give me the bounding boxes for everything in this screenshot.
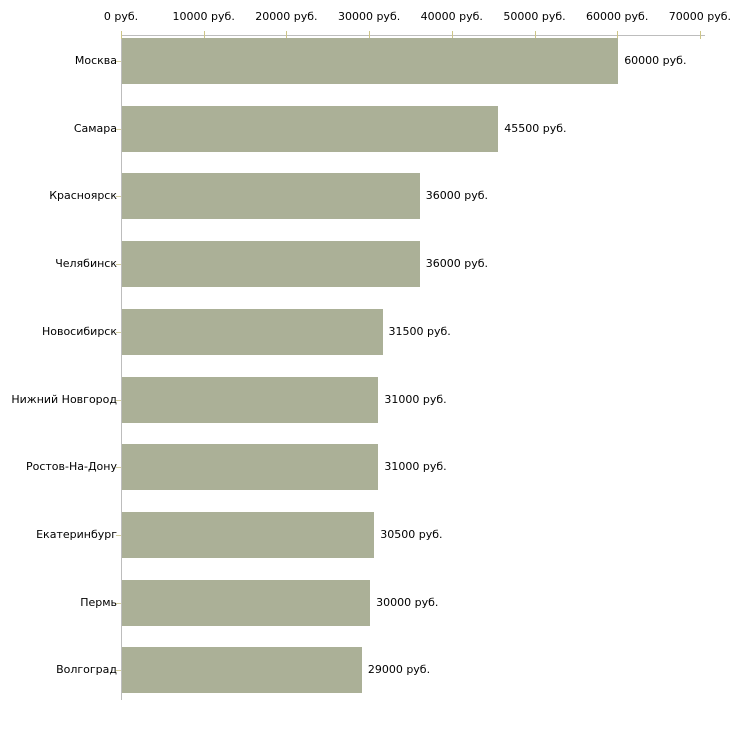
value-label: 31000 руб.	[384, 460, 447, 474]
category-label: Пермь	[80, 595, 117, 609]
x-axis-tick-label: 40000 руб.	[420, 10, 483, 23]
value-label: 30000 руб.	[376, 595, 439, 609]
x-axis-line	[121, 35, 705, 36]
value-label: 30500 руб.	[380, 527, 443, 541]
x-axis-tick	[617, 31, 619, 39]
x-axis-tick	[369, 31, 371, 39]
bar	[122, 511, 375, 558]
category-label: Москва	[74, 54, 117, 67]
category-label: Волгоград	[56, 663, 117, 677]
value-label: 36000 руб.	[425, 189, 488, 203]
y-axis-tick	[116, 467, 121, 469]
x-axis-tick	[534, 31, 536, 39]
x-axis-tick-label: 60000 руб.	[586, 10, 649, 23]
category-label: Челябинск	[55, 257, 117, 271]
category-label: Новосибирск	[41, 324, 117, 338]
y-axis-tick	[116, 196, 121, 198]
value-label: 45500 руб.	[504, 121, 567, 135]
y-axis-tick	[116, 670, 121, 672]
bar	[122, 376, 379, 423]
x-axis-tick-label: 0 руб.	[103, 10, 139, 23]
value-label: 29000 руб.	[367, 663, 431, 677]
value-label: 31000 руб.	[384, 392, 447, 406]
bar	[122, 444, 379, 491]
bar	[122, 647, 362, 694]
category-label: Екатеринбург	[36, 527, 117, 541]
category-label: Красноярск	[49, 189, 117, 203]
value-label: 31500 руб.	[388, 324, 451, 338]
x-axis-tick-label: 20000 руб.	[255, 10, 318, 23]
x-axis-tick	[286, 31, 288, 39]
bar	[122, 241, 420, 288]
category-label: Ростов-На-Дону	[25, 460, 117, 474]
bar	[122, 38, 619, 84]
category-label: Нижний Новгород	[11, 392, 117, 406]
y-axis-tick	[116, 61, 121, 62]
y-axis-line	[121, 35, 122, 700]
y-axis-tick	[116, 399, 121, 401]
value-label: 36000 руб.	[425, 257, 488, 271]
bar	[122, 579, 371, 626]
value-label: 60000 руб.	[624, 54, 687, 67]
x-axis-tick-label: 70000 руб.	[668, 10, 730, 23]
category-label: Самара	[73, 121, 117, 135]
x-axis-tick	[203, 31, 205, 39]
y-axis-tick	[116, 128, 121, 130]
x-axis-tick-label: 50000 руб.	[503, 10, 566, 23]
bar	[122, 173, 420, 220]
y-axis-tick	[116, 534, 121, 536]
x-axis-tick	[121, 31, 122, 39]
x-axis-tick-label: 30000 руб.	[337, 10, 401, 23]
x-axis-tick	[699, 31, 701, 39]
bar	[122, 308, 383, 355]
x-axis-tick-label: 10000 руб.	[172, 10, 235, 23]
bar	[122, 105, 499, 152]
y-axis-tick	[116, 602, 121, 604]
y-axis-tick	[116, 331, 121, 333]
y-axis-tick	[116, 264, 121, 266]
x-axis-tick	[451, 31, 453, 39]
